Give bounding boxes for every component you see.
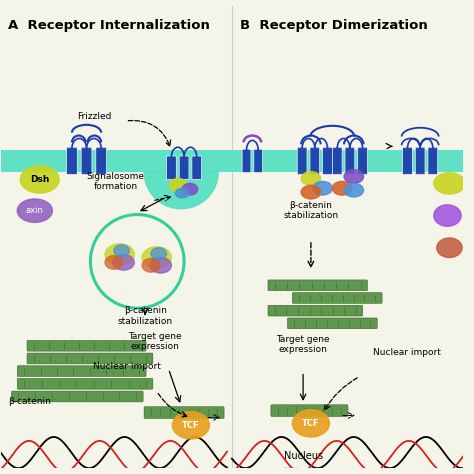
- Text: β-catenin
stabilization: β-catenin stabilization: [283, 201, 338, 220]
- Ellipse shape: [344, 170, 364, 183]
- FancyBboxPatch shape: [81, 147, 92, 174]
- Text: Dsh: Dsh: [30, 175, 49, 184]
- FancyBboxPatch shape: [288, 318, 377, 328]
- FancyBboxPatch shape: [66, 147, 77, 174]
- FancyBboxPatch shape: [242, 149, 251, 173]
- Ellipse shape: [151, 248, 166, 259]
- Ellipse shape: [434, 173, 465, 194]
- FancyBboxPatch shape: [17, 378, 153, 389]
- Text: axin: axin: [26, 206, 44, 215]
- FancyBboxPatch shape: [27, 340, 146, 351]
- FancyBboxPatch shape: [144, 407, 224, 419]
- Ellipse shape: [344, 183, 364, 197]
- FancyBboxPatch shape: [332, 147, 342, 174]
- Text: Nucleus: Nucleus: [283, 451, 323, 461]
- Ellipse shape: [182, 183, 198, 195]
- Text: Target gene
expression: Target gene expression: [128, 332, 182, 351]
- Polygon shape: [0, 468, 298, 474]
- Ellipse shape: [20, 166, 59, 193]
- Ellipse shape: [437, 238, 462, 257]
- Ellipse shape: [142, 247, 172, 268]
- FancyBboxPatch shape: [271, 405, 348, 417]
- Ellipse shape: [301, 185, 320, 199]
- Ellipse shape: [332, 182, 352, 195]
- Text: Nuclear import: Nuclear import: [374, 348, 441, 357]
- Ellipse shape: [105, 244, 134, 265]
- Text: Nuclear import: Nuclear import: [93, 362, 161, 371]
- FancyBboxPatch shape: [323, 147, 332, 174]
- FancyBboxPatch shape: [268, 280, 367, 291]
- FancyBboxPatch shape: [345, 147, 355, 174]
- FancyBboxPatch shape: [268, 305, 363, 316]
- FancyBboxPatch shape: [96, 147, 107, 174]
- Polygon shape: [144, 172, 218, 209]
- FancyBboxPatch shape: [27, 353, 153, 364]
- Ellipse shape: [175, 188, 189, 198]
- FancyBboxPatch shape: [232, 150, 463, 172]
- Ellipse shape: [313, 182, 332, 195]
- FancyBboxPatch shape: [297, 147, 307, 174]
- FancyBboxPatch shape: [192, 156, 201, 180]
- Text: TCF: TCF: [182, 421, 200, 430]
- FancyBboxPatch shape: [310, 147, 319, 174]
- Ellipse shape: [114, 245, 129, 256]
- Text: B  Receptor Dimerization: B Receptor Dimerization: [240, 19, 428, 32]
- FancyBboxPatch shape: [11, 391, 143, 402]
- FancyBboxPatch shape: [428, 147, 438, 174]
- Ellipse shape: [142, 258, 160, 272]
- Text: TCF: TCF: [302, 419, 319, 428]
- FancyBboxPatch shape: [358, 147, 367, 174]
- Ellipse shape: [173, 411, 210, 439]
- Text: Signalosome
formation: Signalosome formation: [87, 172, 145, 191]
- Ellipse shape: [434, 205, 461, 226]
- Ellipse shape: [105, 255, 123, 269]
- Ellipse shape: [292, 410, 329, 437]
- FancyBboxPatch shape: [0, 150, 232, 172]
- FancyBboxPatch shape: [402, 147, 412, 174]
- Ellipse shape: [17, 199, 53, 222]
- FancyBboxPatch shape: [415, 147, 425, 174]
- Text: Target gene
expression: Target gene expression: [276, 335, 330, 354]
- Text: β-catenin: β-catenin: [9, 397, 51, 406]
- FancyBboxPatch shape: [166, 156, 176, 180]
- FancyBboxPatch shape: [17, 366, 146, 376]
- Text: Frizzled: Frizzled: [77, 112, 111, 121]
- Ellipse shape: [113, 255, 134, 270]
- FancyBboxPatch shape: [254, 149, 263, 173]
- Ellipse shape: [301, 172, 320, 185]
- FancyBboxPatch shape: [292, 292, 382, 303]
- Text: A  Receptor Internalization: A Receptor Internalization: [9, 19, 210, 32]
- Polygon shape: [160, 468, 474, 474]
- Text: β-catenin
stabilization: β-catenin stabilization: [118, 306, 173, 326]
- FancyBboxPatch shape: [179, 156, 189, 180]
- Ellipse shape: [169, 179, 187, 192]
- Ellipse shape: [150, 257, 172, 273]
